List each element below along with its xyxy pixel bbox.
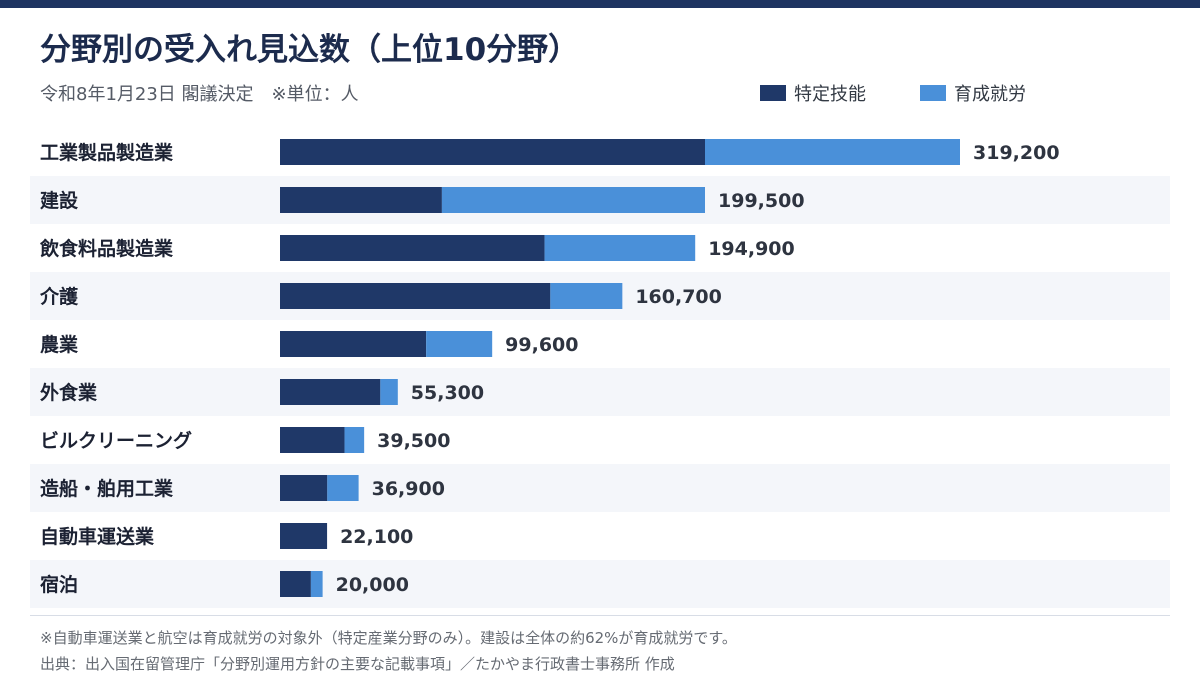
bar-segment-ikusei [426,331,493,357]
total-value-label: 199,500 [718,190,805,212]
chart-title: 分野別の受入れ見込数（上位10分野） [40,32,580,68]
legend-label-ikusei: 育成就労 [954,84,1026,105]
bar-segment-tokutei [280,379,381,405]
row-stripe [30,368,1170,416]
bar-segment-ikusei [544,235,696,261]
category-label: 建設 [40,189,79,212]
footer-divider [30,615,1170,616]
total-value-label: 20,000 [336,574,409,596]
legend-label-tokutei: 特定技能 [794,84,866,105]
row-stripe [30,464,1170,512]
bar-segment-tokutei [280,187,442,213]
total-value-label: 160,700 [635,286,722,308]
category-label: 外食業 [40,381,98,404]
total-value-label: 99,600 [505,334,578,356]
category-label: ビルクリーニング [40,429,192,452]
legend-item-tokutei: 特定技能 [760,80,866,106]
bar-segment-ikusei [441,187,705,213]
bar-segment-ikusei [550,283,623,309]
legend-swatch-ikusei [920,85,946,101]
total-value-label: 22,100 [340,526,413,548]
bar-segment-tokutei [280,331,427,357]
bar-segment-ikusei [705,139,960,165]
total-value-label: 36,900 [372,478,445,500]
bar-segment-ikusei [310,571,323,597]
category-label: 飲食料品製造業 [39,237,174,260]
bar-segment-ikusei [380,379,398,405]
bar-segment-ikusei [327,475,359,501]
bar-segment-tokutei [280,571,311,597]
bar-segment-tokutei [280,475,328,501]
total-value-label: 319,200 [973,142,1060,164]
bar-segment-tokutei [280,283,551,309]
bar-segment-ikusei [344,427,365,453]
bar-segment-tokutei [280,139,705,165]
row-stripe [30,560,1170,608]
category-label: 工業製品製造業 [40,141,174,164]
category-label: 農業 [40,333,79,356]
category-label: 介護 [39,285,79,308]
legend-item-ikusei: 育成就労 [920,80,1026,106]
footnote: ※自動車運送業と航空は育成就労の対象外（特定産業分野のみ）。建設は全体の約62%… [40,629,737,647]
top-accent-bar [0,0,1200,8]
source-note: 出典：出入国在留管理庁「分野別運用方針の主要な記載事項」／たかやま行政書士事務所… [40,655,675,673]
category-label: 自動車運送業 [40,525,155,548]
category-label: 宿泊 [40,573,78,596]
total-value-label: 55,300 [411,382,484,404]
bar-segment-tokutei [280,427,345,453]
total-value-label: 194,900 [708,238,795,260]
total-value-label: 39,500 [377,430,450,452]
legend-swatch-tokutei [760,85,786,101]
bar-segment-tokutei [280,523,328,549]
category-label: 造船・舶用工業 [40,477,174,500]
bar-segment-tokutei [280,235,545,261]
chart-subtitle: 令和8年1月23日 閣議決定 ※単位：人 [40,84,359,105]
